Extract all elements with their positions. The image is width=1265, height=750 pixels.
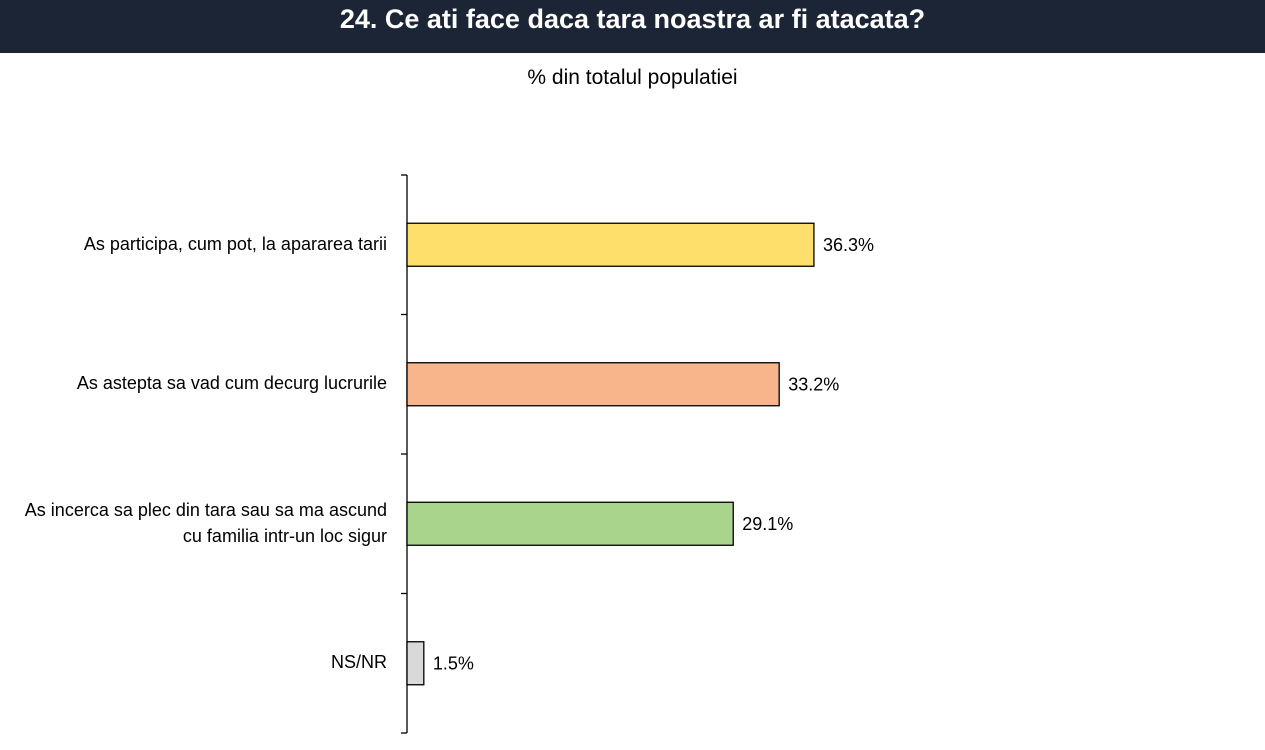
data-label: 33.2% <box>788 374 839 394</box>
category-label: As astepta sa vad cum decurg lucrurile <box>76 373 387 394</box>
chart-subtitle: % din totalul populatiei <box>527 66 738 89</box>
data-label: 29.1% <box>742 514 793 534</box>
bar <box>406 501 734 546</box>
bar <box>406 362 780 407</box>
bar <box>406 222 815 267</box>
title-bar: 24. Ce ati face daca tara noastra ar fi … <box>0 0 1265 53</box>
data-label: 36.3% <box>823 235 874 255</box>
bar <box>406 641 425 686</box>
chart-title: 24. Ce ati face daca tara noastra ar fi … <box>339 4 926 34</box>
category-label: As incerca sa plec din tara sau sa ma as… <box>24 499 387 546</box>
category-label: NS/NR <box>330 652 387 673</box>
category-label: As participa, cum pot, la apararea tarii <box>83 233 387 254</box>
data-label: 1.5% <box>433 653 474 673</box>
